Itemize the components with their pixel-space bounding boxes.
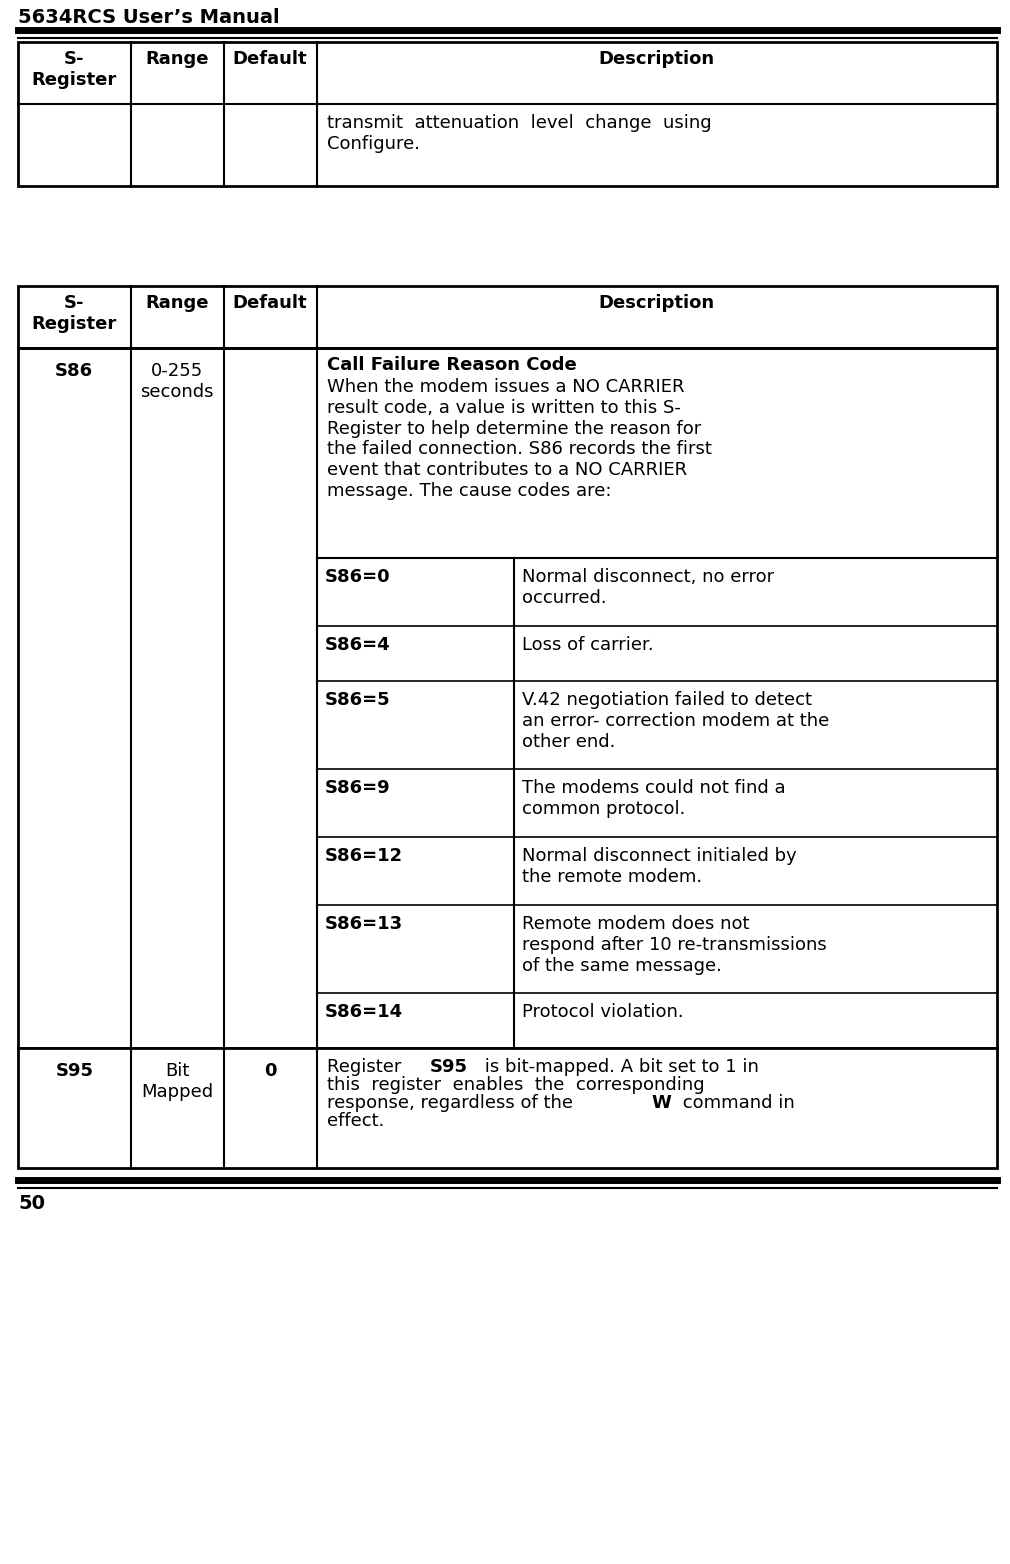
- Bar: [18, 286, 997, 349]
- Text: Protocol violation.: Protocol violation.: [522, 1003, 684, 1021]
- Text: S86: S86: [56, 361, 93, 380]
- Text: response, regardless of the: response, regardless of the: [326, 1093, 579, 1112]
- Text: V.42 negotiation failed to detect
an error- correction modem at the
other end.: V.42 negotiation failed to detect an err…: [522, 691, 829, 751]
- Text: S86=5: S86=5: [324, 691, 390, 708]
- Text: 0-255
seconds: 0-255 seconds: [140, 361, 214, 400]
- Text: Loss of carrier.: Loss of carrier.: [522, 637, 653, 654]
- Text: S86=12: S86=12: [324, 848, 403, 865]
- Text: 50: 50: [18, 1193, 45, 1214]
- Text: S-
Register: S- Register: [31, 50, 117, 89]
- Text: S86=0: S86=0: [324, 568, 390, 586]
- Text: Default: Default: [232, 294, 307, 311]
- Text: Range: Range: [145, 294, 209, 311]
- Text: 5634RCS User’s Manual: 5634RCS User’s Manual: [18, 8, 280, 27]
- Text: Call Failure Reason Code: Call Failure Reason Code: [326, 357, 577, 374]
- Text: Register: Register: [326, 1057, 407, 1076]
- Text: S95: S95: [430, 1057, 468, 1076]
- Text: Bit
Mapped: Bit Mapped: [141, 1062, 213, 1101]
- Text: The modems could not find a
common protocol.: The modems could not find a common proto…: [522, 779, 786, 818]
- Text: S95: S95: [56, 1062, 93, 1081]
- Text: is bit-mapped. A bit set to 1 in: is bit-mapped. A bit set to 1 in: [479, 1057, 759, 1076]
- Bar: [18, 42, 997, 186]
- Text: this  register  enables  the  corresponding: this register enables the corresponding: [326, 1076, 704, 1093]
- Bar: [18, 1048, 997, 1168]
- Text: W: W: [651, 1093, 672, 1112]
- Text: Default: Default: [232, 50, 307, 67]
- Text: Description: Description: [599, 294, 715, 311]
- Text: S86=13: S86=13: [324, 915, 403, 934]
- Text: S-
Register: S- Register: [31, 294, 117, 333]
- Text: S86=4: S86=4: [324, 637, 390, 654]
- Text: command in: command in: [677, 1093, 795, 1112]
- Bar: [18, 349, 997, 1048]
- Text: Range: Range: [145, 50, 209, 67]
- Text: effect.: effect.: [326, 1112, 384, 1131]
- Text: Normal disconnect initialed by
the remote modem.: Normal disconnect initialed by the remot…: [522, 848, 797, 885]
- Text: Description: Description: [599, 50, 715, 67]
- Text: When the modem issues a NO CARRIER
result code, a value is written to this S-
Re: When the modem issues a NO CARRIER resul…: [326, 378, 711, 500]
- Text: transmit  attenuation  level  change  using
Configure.: transmit attenuation level change using …: [326, 114, 711, 153]
- Text: 0: 0: [264, 1062, 277, 1081]
- Text: S86=9: S86=9: [324, 779, 390, 798]
- Text: Remote modem does not
respond after 10 re-transmissions
of the same message.: Remote modem does not respond after 10 r…: [522, 915, 826, 974]
- Text: Normal disconnect, no error
occurred.: Normal disconnect, no error occurred.: [522, 568, 774, 607]
- Text: S86=14: S86=14: [324, 1003, 403, 1021]
